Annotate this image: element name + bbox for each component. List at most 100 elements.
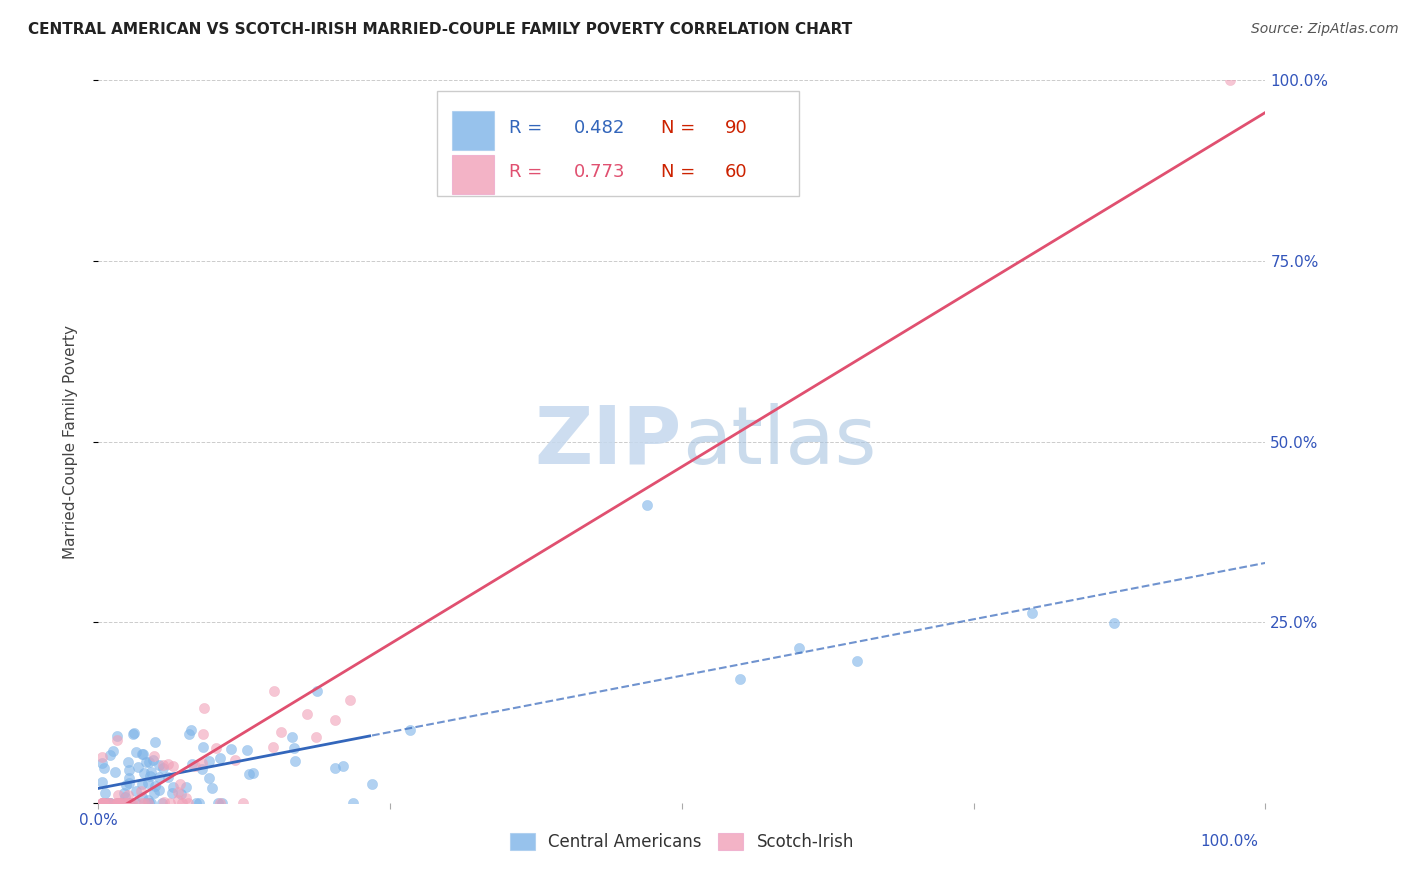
Point bbox=[224, 753, 246, 767]
Point bbox=[138, 756, 160, 770]
Point bbox=[143, 748, 166, 763]
Point bbox=[361, 776, 384, 790]
Point bbox=[141, 764, 163, 779]
Point bbox=[107, 796, 129, 810]
Point bbox=[148, 782, 170, 797]
Point bbox=[156, 771, 179, 785]
Point bbox=[93, 761, 115, 775]
Point bbox=[162, 780, 184, 794]
Point bbox=[105, 729, 128, 743]
Point bbox=[332, 758, 354, 772]
Point bbox=[1102, 615, 1125, 630]
FancyBboxPatch shape bbox=[451, 111, 494, 150]
Point bbox=[124, 745, 146, 759]
Point bbox=[148, 758, 170, 772]
Point bbox=[115, 778, 138, 792]
Point bbox=[125, 796, 148, 810]
Text: 0.773: 0.773 bbox=[574, 163, 624, 181]
Point bbox=[201, 780, 224, 795]
Point bbox=[236, 743, 259, 757]
Point bbox=[107, 733, 129, 747]
Point bbox=[117, 763, 139, 777]
Point bbox=[305, 731, 328, 745]
Text: 90: 90 bbox=[725, 119, 748, 137]
Point bbox=[115, 796, 138, 810]
FancyBboxPatch shape bbox=[437, 91, 799, 196]
Point bbox=[108, 796, 131, 810]
Point bbox=[787, 641, 810, 656]
Text: atlas: atlas bbox=[682, 402, 876, 481]
Point bbox=[211, 796, 233, 810]
Text: R =: R = bbox=[509, 119, 548, 137]
Text: 60: 60 bbox=[725, 163, 748, 181]
Point bbox=[117, 776, 139, 790]
Point bbox=[91, 796, 114, 810]
Point bbox=[143, 779, 166, 793]
Point bbox=[136, 796, 159, 810]
Point bbox=[198, 755, 221, 769]
Point bbox=[1219, 73, 1241, 87]
Point bbox=[191, 756, 214, 771]
Point bbox=[263, 683, 285, 698]
Point bbox=[110, 796, 132, 810]
Point bbox=[270, 724, 292, 739]
Point bbox=[242, 766, 264, 780]
Point bbox=[104, 796, 127, 810]
Point bbox=[117, 788, 139, 802]
Point bbox=[96, 796, 118, 810]
Point bbox=[159, 796, 181, 810]
Point bbox=[97, 796, 120, 810]
Point bbox=[183, 759, 205, 773]
Point bbox=[112, 796, 135, 810]
Point bbox=[94, 786, 117, 800]
Y-axis label: Married-Couple Family Poverty: Married-Couple Family Poverty bbox=[63, 325, 77, 558]
Point bbox=[118, 796, 141, 810]
Text: N =: N = bbox=[661, 119, 702, 137]
Point bbox=[198, 771, 221, 785]
Point bbox=[204, 741, 226, 756]
Point bbox=[121, 727, 143, 741]
Point bbox=[120, 796, 142, 810]
Point bbox=[131, 789, 153, 804]
Point bbox=[209, 751, 232, 765]
Point bbox=[104, 764, 127, 779]
Point bbox=[108, 796, 131, 810]
Point bbox=[138, 796, 160, 810]
Point bbox=[100, 747, 122, 762]
Point bbox=[93, 796, 115, 810]
Text: R =: R = bbox=[509, 163, 548, 181]
Point bbox=[169, 787, 191, 801]
Point bbox=[114, 789, 136, 804]
Point bbox=[132, 747, 155, 761]
Point bbox=[156, 756, 179, 771]
Point bbox=[134, 796, 156, 810]
Text: 100.0%: 100.0% bbox=[1201, 834, 1258, 849]
Point bbox=[184, 796, 207, 810]
Point bbox=[122, 725, 145, 739]
Point bbox=[339, 693, 361, 707]
Point bbox=[846, 654, 869, 668]
Point bbox=[135, 756, 157, 770]
Point bbox=[169, 777, 191, 791]
Point bbox=[136, 775, 159, 789]
Point bbox=[191, 762, 214, 776]
Point bbox=[174, 780, 197, 794]
Point bbox=[162, 759, 184, 773]
Point bbox=[188, 796, 211, 810]
Point bbox=[117, 755, 139, 769]
Point bbox=[136, 793, 159, 807]
Point bbox=[98, 796, 121, 810]
Point bbox=[160, 786, 183, 800]
Point bbox=[636, 498, 658, 512]
Point bbox=[342, 796, 364, 810]
FancyBboxPatch shape bbox=[451, 154, 494, 194]
Point bbox=[399, 723, 422, 737]
Point bbox=[90, 796, 112, 810]
Point bbox=[238, 767, 260, 781]
Point bbox=[174, 790, 197, 805]
Point bbox=[118, 772, 141, 786]
Point bbox=[730, 672, 752, 686]
Point bbox=[153, 796, 176, 810]
Point bbox=[107, 796, 129, 810]
Point bbox=[262, 739, 284, 754]
